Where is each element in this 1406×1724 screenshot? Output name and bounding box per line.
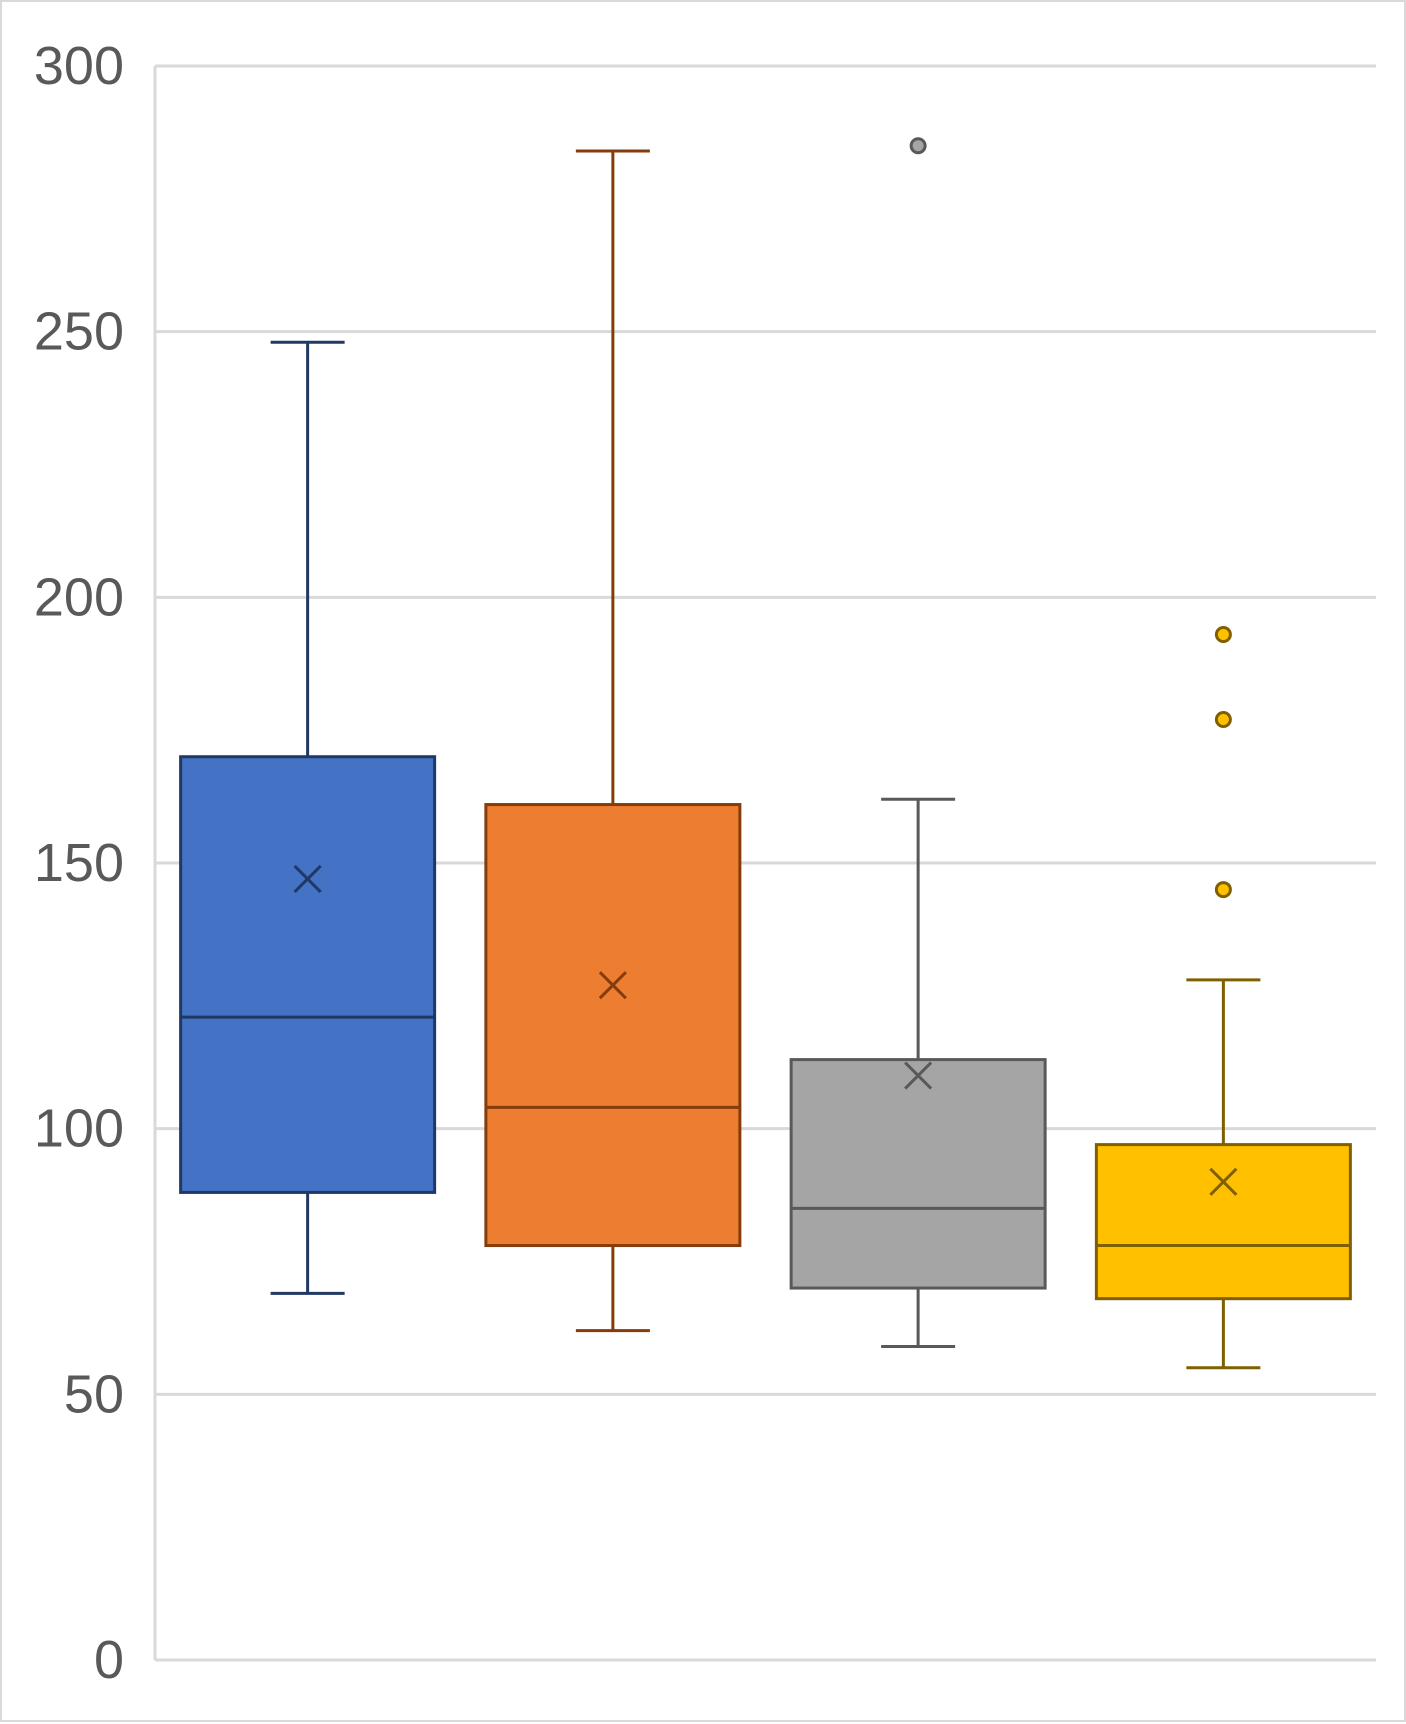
y-tick-label-150: 150 [34, 833, 124, 893]
box-series-2 [484, 149, 742, 1333]
outlier-point [1214, 626, 1232, 644]
mean-marker [598, 971, 627, 1000]
y-tick-label-250: 250 [34, 302, 124, 362]
outlier-point [909, 137, 927, 155]
mean-marker [1209, 1167, 1238, 1196]
iqr-box [789, 1058, 1047, 1290]
y-axis-tick-labels: 0 50 100 150 200 250 300 [34, 36, 124, 1690]
y-tick-label-100: 100 [34, 1099, 124, 1159]
iqr-box [179, 755, 437, 1194]
mean-marker [293, 864, 322, 894]
iqr-box [484, 803, 742, 1248]
outlier-point [1214, 881, 1232, 899]
y-tick-label-50: 50 [64, 1364, 124, 1424]
y-tick-label-0: 0 [94, 1630, 124, 1690]
box-series [179, 137, 1352, 1370]
box-series-1 [179, 340, 437, 1295]
box-series-4 [1094, 626, 1352, 1370]
y-tick-label-300: 300 [34, 36, 124, 96]
outlier-point [1214, 711, 1232, 729]
y-tick-label-200: 200 [34, 567, 124, 627]
iqr-box [1094, 1143, 1352, 1301]
mean-marker [904, 1061, 933, 1090]
box-series-3 [789, 137, 1047, 1349]
